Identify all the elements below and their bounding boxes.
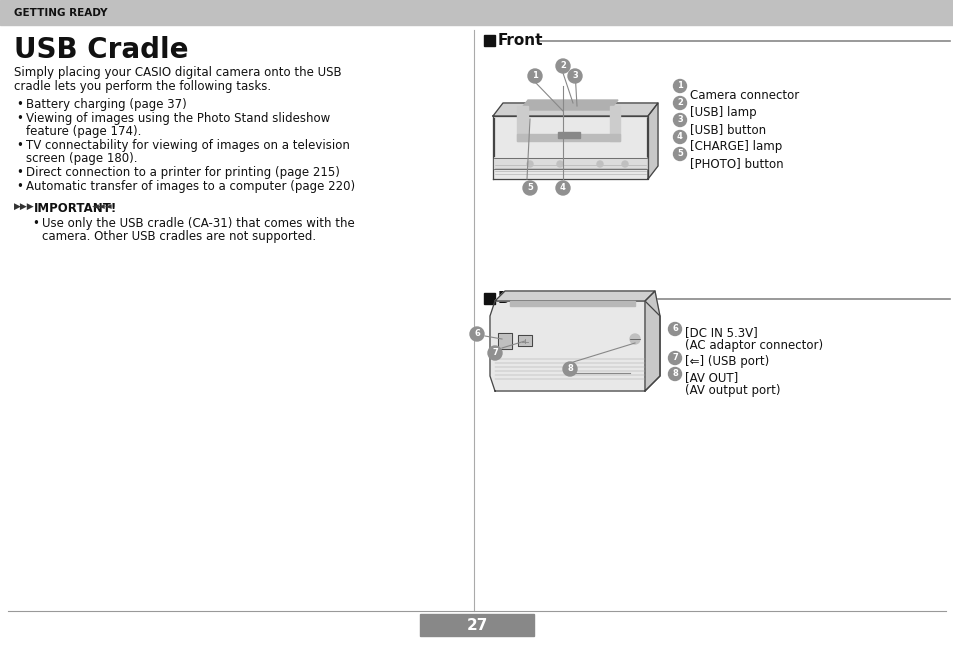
Text: •: •: [32, 217, 39, 230]
Text: 8: 8: [566, 364, 572, 373]
Text: Use only the USB cradle (CA-31) that comes with the: Use only the USB cradle (CA-31) that com…: [42, 217, 355, 230]
Bar: [419, 614, 534, 636]
Circle shape: [526, 161, 533, 167]
Text: •: •: [16, 98, 23, 111]
Text: [AV OUT]: [AV OUT]: [684, 371, 738, 384]
Polygon shape: [493, 116, 647, 179]
Text: 2: 2: [677, 98, 682, 107]
Circle shape: [673, 114, 686, 127]
Circle shape: [673, 147, 686, 160]
Polygon shape: [647, 103, 658, 179]
Polygon shape: [493, 103, 658, 116]
Text: 8: 8: [672, 369, 678, 378]
Circle shape: [562, 362, 577, 376]
Circle shape: [556, 59, 569, 73]
Text: 2: 2: [559, 61, 565, 70]
Text: 7: 7: [672, 353, 678, 362]
Text: IMPORTANT!: IMPORTANT!: [34, 202, 117, 215]
Text: USB Cradle: USB Cradle: [14, 36, 189, 64]
Text: 5: 5: [677, 149, 682, 158]
Circle shape: [621, 161, 627, 167]
Text: [DC IN 5.3V]: [DC IN 5.3V]: [684, 326, 757, 339]
Text: (AV output port): (AV output port): [684, 384, 780, 397]
Circle shape: [673, 130, 686, 143]
Text: 3: 3: [572, 71, 578, 80]
Text: Back: Back: [497, 291, 538, 306]
Circle shape: [668, 351, 680, 364]
Bar: [0, 0, 953, 25]
Circle shape: [567, 69, 581, 83]
Text: (AC adaptor connector): (AC adaptor connector): [684, 339, 822, 352]
Text: ▶▶▶: ▶▶▶: [14, 202, 34, 211]
Text: TV connectability for viewing of images on a television: TV connectability for viewing of images …: [26, 139, 350, 152]
Text: Viewing of images using the Photo Stand slideshow: Viewing of images using the Photo Stand …: [26, 112, 330, 125]
Text: 3: 3: [677, 115, 682, 124]
Text: feature (page 174).: feature (page 174).: [26, 125, 141, 138]
Circle shape: [629, 334, 639, 344]
Polygon shape: [644, 291, 659, 391]
Text: 6: 6: [474, 329, 479, 338]
Polygon shape: [495, 291, 655, 301]
Text: 7: 7: [492, 348, 497, 357]
Polygon shape: [494, 158, 646, 169]
Circle shape: [488, 346, 501, 360]
Text: [⇐] (USB port): [⇐] (USB port): [684, 355, 768, 368]
Text: Camera connector: Camera connector: [689, 89, 799, 102]
Text: 4: 4: [559, 183, 565, 192]
Text: [CHARGE] lamp: [CHARGE] lamp: [689, 140, 781, 153]
Bar: [483, 35, 495, 46]
Polygon shape: [510, 301, 635, 306]
Text: cradle lets you perform the following tasks.: cradle lets you perform the following ta…: [14, 80, 271, 93]
Text: Direct connection to a printer for printing (page 215): Direct connection to a printer for print…: [26, 166, 339, 179]
Circle shape: [673, 79, 686, 92]
Polygon shape: [558, 132, 579, 138]
Text: [PHOTO] button: [PHOTO] button: [689, 157, 782, 170]
Text: 4: 4: [677, 132, 682, 141]
Text: •: •: [16, 180, 23, 193]
Circle shape: [668, 322, 680, 335]
Text: 1: 1: [677, 81, 682, 90]
Circle shape: [597, 161, 602, 167]
Text: •: •: [16, 139, 23, 152]
Text: [USB] lamp: [USB] lamp: [689, 106, 756, 119]
Polygon shape: [517, 335, 532, 346]
Text: Simply placing your CASIO digital camera onto the USB: Simply placing your CASIO digital camera…: [14, 66, 341, 79]
Polygon shape: [497, 333, 512, 349]
Circle shape: [673, 96, 686, 110]
Polygon shape: [517, 134, 619, 141]
Text: Front: Front: [497, 33, 543, 48]
Circle shape: [470, 327, 483, 341]
Text: 5: 5: [526, 183, 533, 192]
Text: 6: 6: [671, 324, 678, 333]
Text: 27: 27: [466, 618, 487, 632]
Text: Automatic transfer of images to a computer (page 220): Automatic transfer of images to a comput…: [26, 180, 355, 193]
Bar: [483, 293, 495, 304]
Circle shape: [527, 69, 541, 83]
Circle shape: [522, 181, 537, 195]
Text: •: •: [16, 112, 23, 125]
Polygon shape: [490, 301, 659, 391]
Polygon shape: [519, 100, 618, 110]
Circle shape: [557, 161, 562, 167]
Text: [USB] button: [USB] button: [689, 123, 765, 136]
Circle shape: [668, 368, 680, 380]
Text: Battery charging (page 37): Battery charging (page 37): [26, 98, 187, 111]
Text: •: •: [16, 166, 23, 179]
Text: GETTING READY: GETTING READY: [14, 8, 108, 18]
Text: camera. Other USB cradles are not supported.: camera. Other USB cradles are not suppor…: [42, 230, 315, 243]
Text: 1: 1: [532, 71, 537, 80]
Polygon shape: [517, 106, 527, 141]
Circle shape: [556, 181, 569, 195]
Text: screen (page 180).: screen (page 180).: [26, 152, 137, 165]
Text: ◄◄◄: ◄◄◄: [91, 202, 112, 211]
Polygon shape: [609, 106, 619, 141]
